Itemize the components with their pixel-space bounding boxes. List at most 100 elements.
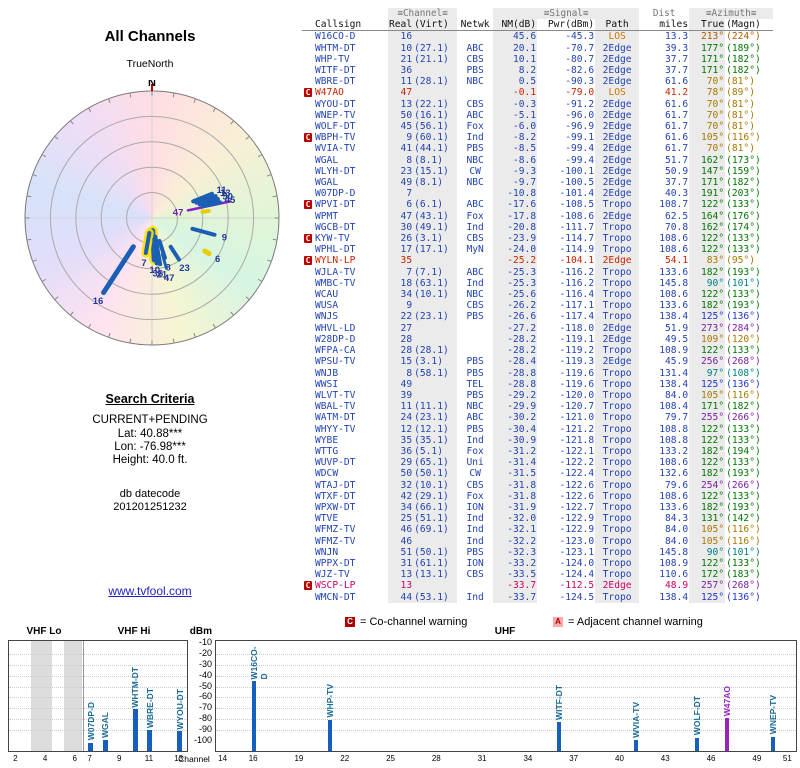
cell-callsign[interactable]: WFMZ-TV bbox=[315, 524, 356, 536]
cell-callsign[interactable]: WSCP-LP bbox=[315, 580, 356, 592]
cell-callsign[interactable]: WGCB-DT bbox=[315, 221, 356, 233]
cell-callsign[interactable]: WUSA bbox=[315, 300, 339, 312]
cell-callsign[interactable]: WGAL bbox=[315, 177, 339, 189]
cell-callsign[interactable]: WMCN-DT bbox=[315, 591, 356, 603]
station-label: WGAL bbox=[100, 712, 111, 739]
cell-nm: -33.5 bbox=[507, 569, 537, 581]
co-channel-warning-badge: C bbox=[304, 234, 312, 244]
table-row: WUSA 9 CBS -26.2 -117.1 Tropo 133.6 182° (193°) bbox=[302, 300, 773, 311]
cell-true: 70° bbox=[706, 121, 725, 133]
cell-path: 2Edge bbox=[602, 188, 632, 200]
cell-callsign[interactable]: WYBE bbox=[315, 434, 339, 446]
cell-callsign[interactable]: WJZ-TV bbox=[315, 569, 350, 581]
cell-callsign[interactable]: WFPA-CA bbox=[315, 345, 356, 357]
cell-true: 162° bbox=[701, 221, 725, 233]
cell-callsign[interactable]: WPVI-DT bbox=[315, 199, 356, 211]
cell-callsign[interactable]: WHTM-DT bbox=[315, 42, 356, 54]
table-row: WBAL-TV 11 (11.1) NBC -29.9 -120.7 Tropo 108.4 1… bbox=[302, 401, 773, 412]
gridline bbox=[9, 730, 187, 732]
cell-netwk: ABC bbox=[466, 42, 484, 54]
cell-marker bbox=[302, 300, 314, 311]
cell-callsign[interactable]: W16CO-D bbox=[315, 31, 356, 43]
cell-callsign[interactable]: WPSU-TV bbox=[315, 356, 356, 368]
cell-callsign[interactable]: WBPH-TV bbox=[315, 132, 356, 144]
cell-callsign[interactable]: WJLA-TV bbox=[315, 266, 356, 278]
cell-callsign[interactable]: WUVP-DT bbox=[315, 457, 356, 469]
table-row: WHP-TV 21 (21.1) CBS 10.1 -80.7 2Edge 37.7 171°(… bbox=[302, 54, 773, 65]
cell-pwr: -122.6 bbox=[559, 490, 595, 502]
cell-callsign[interactable]: WHP-TV bbox=[315, 53, 350, 65]
cell-real: 41 bbox=[400, 143, 413, 155]
cell-callsign[interactable]: WPHL-DT bbox=[315, 244, 356, 256]
cell-path: Tropo bbox=[602, 524, 632, 536]
cell-path: Tropo bbox=[602, 378, 632, 390]
cell-true: 105° bbox=[701, 132, 725, 144]
cell-true: 182° bbox=[701, 501, 725, 513]
cell-callsign[interactable]: WNJN bbox=[315, 546, 339, 558]
cell-marker bbox=[302, 547, 314, 558]
cell-path: Tropo bbox=[602, 434, 632, 446]
signal-bar bbox=[147, 730, 153, 751]
cell-callsign[interactable]: WPXW-DT bbox=[315, 501, 356, 513]
cell-real: 47 bbox=[400, 87, 413, 99]
cell-callsign[interactable]: WPMT bbox=[315, 210, 339, 222]
cell-path: Tropo bbox=[602, 244, 632, 256]
cell-path: Tropo bbox=[602, 233, 632, 245]
cell-callsign[interactable]: WYLN-LP bbox=[315, 255, 356, 267]
cell-nm: 45.6 bbox=[513, 31, 537, 43]
cell-callsign[interactable]: WGAL bbox=[315, 154, 339, 166]
cell-callsign[interactable]: WBAL-TV bbox=[315, 401, 356, 413]
station-label: WBRE-DT bbox=[144, 688, 155, 729]
cell-callsign[interactable]: WNJB bbox=[315, 367, 339, 379]
cell-real: 17 bbox=[400, 244, 413, 256]
radar-plot: N 16 10 7 21 36 8 23 47 6 9 47 11 13 50 45 bbox=[14, 80, 290, 356]
cell-callsign[interactable]: WTXF-DT bbox=[315, 490, 356, 502]
cell-callsign[interactable]: WMBC-TV bbox=[315, 277, 356, 289]
cell-path: Tropo bbox=[602, 277, 632, 289]
cell-callsign[interactable]: WTTG bbox=[315, 445, 339, 457]
cell-true: 255° bbox=[701, 412, 725, 424]
cell-magn: (173°) bbox=[726, 154, 761, 166]
cell-callsign[interactable]: WLVT-TV bbox=[315, 389, 356, 401]
cell-callsign[interactable]: WVIA-TV bbox=[315, 143, 356, 155]
cell-callsign[interactable]: WLYH-DT bbox=[315, 165, 356, 177]
cell-nm: -32.2 bbox=[507, 535, 537, 547]
gridline bbox=[9, 653, 187, 655]
cell-callsign[interactable]: W47AO bbox=[315, 87, 344, 99]
gridline bbox=[9, 719, 187, 721]
cell-dist: 84.3 bbox=[665, 513, 689, 525]
cell-callsign[interactable]: KYW-TV bbox=[315, 233, 350, 245]
dbm-tick-label: -70 bbox=[198, 702, 212, 713]
cell-marker bbox=[302, 390, 314, 401]
cell-callsign[interactable]: WYOU-DT bbox=[315, 98, 356, 110]
cell-callsign[interactable]: WTVE bbox=[315, 513, 339, 525]
radar-channel-number: 13 bbox=[220, 188, 231, 199]
cell-callsign[interactable]: W07DP-D bbox=[315, 188, 356, 200]
cell-nm: -28.8 bbox=[507, 378, 537, 390]
cell-callsign[interactable]: WHVL-LD bbox=[315, 322, 356, 334]
dbm-tick-label: -40 bbox=[198, 669, 212, 680]
cell-marker bbox=[302, 76, 314, 87]
cell-real: 42 bbox=[400, 490, 413, 502]
cell-callsign[interactable]: WPPX-DT bbox=[315, 557, 356, 569]
cell-callsign[interactable]: WBRE-DT bbox=[315, 76, 356, 88]
cell-virt: (23.1) bbox=[414, 311, 449, 323]
cell-callsign[interactable]: WDCW bbox=[315, 468, 339, 480]
cell-callsign[interactable]: WCAU bbox=[315, 289, 339, 301]
cell-callsign[interactable]: WATM-DT bbox=[315, 412, 356, 424]
cell-virt bbox=[413, 379, 457, 390]
cell-callsign[interactable]: WWSI bbox=[315, 378, 339, 390]
cell-callsign[interactable]: WFMZ-TV bbox=[315, 535, 356, 547]
cell-callsign[interactable]: WTAJ-DT bbox=[315, 479, 356, 491]
cell-callsign[interactable]: WITF-DT bbox=[315, 65, 356, 77]
cell-callsign[interactable]: WHYY-TV bbox=[315, 423, 356, 435]
cell-callsign[interactable]: WOLF-DT bbox=[315, 121, 356, 133]
cell-callsign[interactable]: WNJS bbox=[315, 311, 339, 323]
cell-dist: 108.7 bbox=[659, 199, 689, 211]
tvfool-link[interactable]: www.tvfool.com bbox=[108, 584, 192, 598]
cell-path: 2Edge bbox=[602, 53, 632, 65]
cell-callsign[interactable]: W28DP-D bbox=[315, 333, 356, 345]
cell-pwr: -122.7 bbox=[559, 501, 595, 513]
cell-netwk bbox=[457, 323, 493, 334]
cell-callsign[interactable]: WNEP-TV bbox=[315, 109, 356, 121]
